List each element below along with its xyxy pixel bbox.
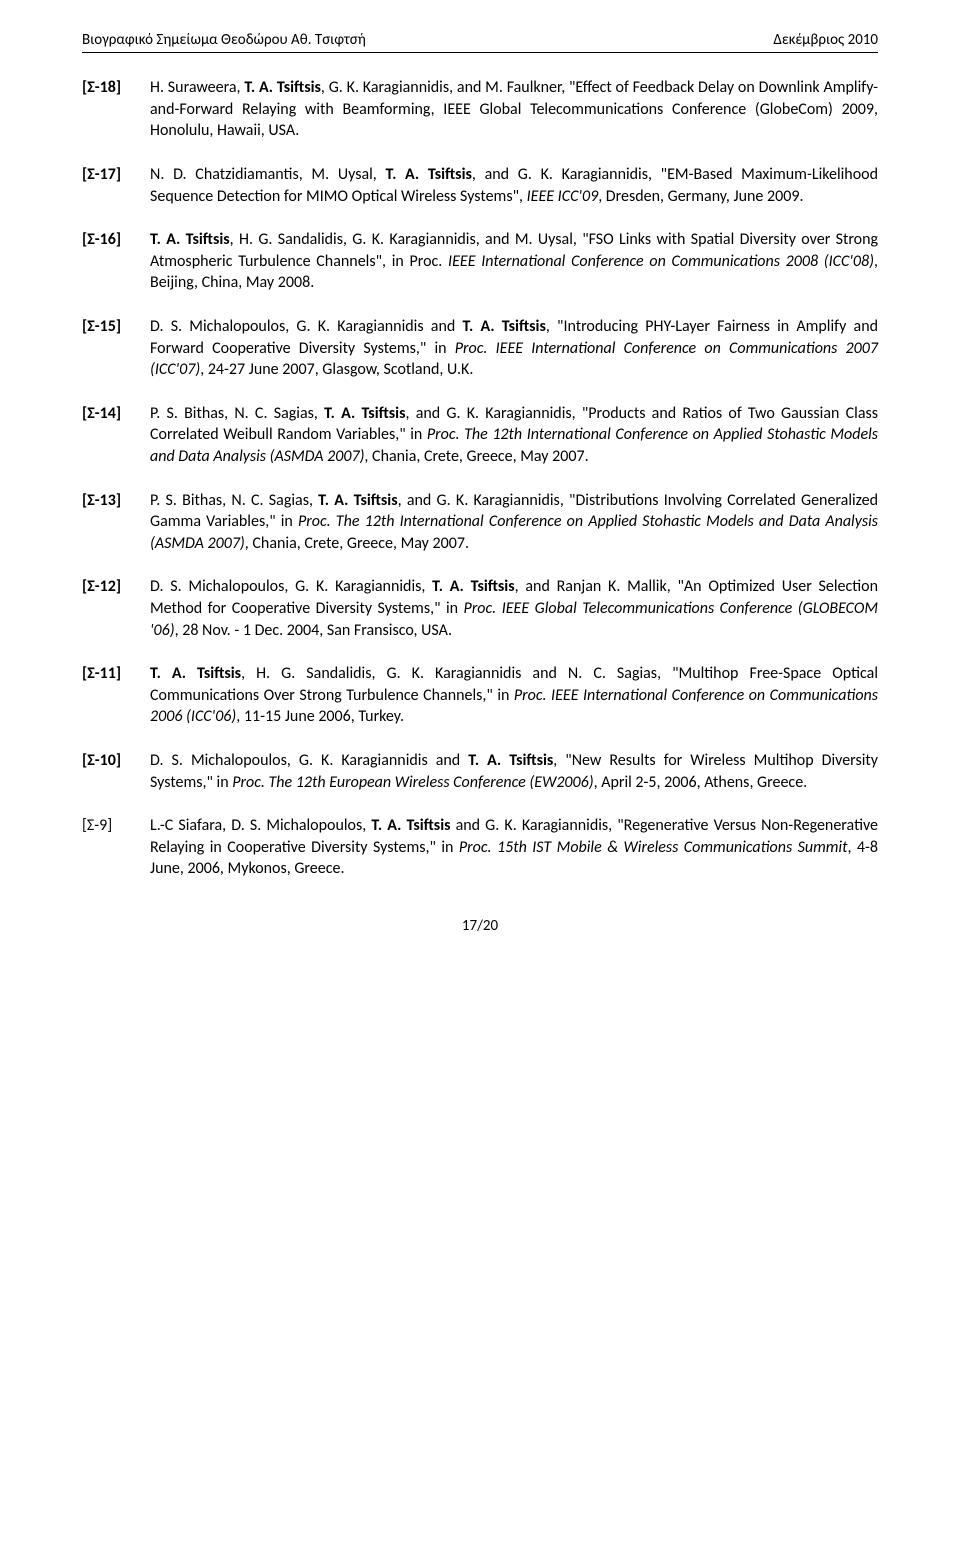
reference-body: D. S. Michalopoulos, G. K. Karagiannidis… [150, 316, 878, 381]
reference-entry: [Σ-14]P. S. Bithas, N. C. Sagias, T. A. … [82, 403, 878, 468]
author-emphasis: T. A. Tsiftsis [468, 751, 553, 770]
reference-key: [Σ-16] [82, 229, 150, 294]
citation-text: L.-C Siafara, D. S. Michalopoulos, [150, 816, 371, 835]
author-emphasis: T. A. Tsiftsis [324, 404, 405, 423]
citation-text: , Chania, Crete, Greece, May 2007. [364, 447, 588, 466]
header-left: Βιογραφικό Σημείωμα Θεοδώρου Αθ. Τσιφτσή [82, 30, 366, 50]
citation-text: P. S. Bithas, N. C. Sagias, [150, 404, 324, 423]
header-rule [82, 52, 878, 53]
citation-text: N. D. Chatzidiamantis, M. Uysal, [150, 165, 385, 184]
citation-text: D. S. Michalopoulos, G. K. Karagiannidis… [150, 317, 462, 336]
reference-key: [Σ-13] [82, 490, 150, 555]
reference-key: [Σ-18] [82, 77, 150, 142]
reference-key: [Σ-11] [82, 663, 150, 728]
reference-body: N. D. Chatzidiamantis, M. Uysal, T. A. T… [150, 164, 878, 207]
citation-text: D. S. Michalopoulos, G. K. Karagiannidis… [150, 751, 468, 770]
author-emphasis: T. A. Tsiftsis [371, 816, 450, 835]
citation-venue: IEEE ICC'09 [527, 187, 599, 206]
author-emphasis: T. A. Tsiftsis [462, 317, 545, 336]
citation-text: , 24-27 June 2007, Glasgow, Scotland, U.… [200, 360, 473, 379]
reference-body: D. S. Michalopoulos, G. K. Karagiannidis… [150, 576, 878, 641]
reference-body: D. S. Michalopoulos, G. K. Karagiannidis… [150, 750, 878, 793]
page-footer: 17/20 [82, 916, 878, 936]
citation-text: , 28 Nov. - 1 Dec. 2004, San Fransisco, … [175, 621, 452, 640]
author-emphasis: T. A. Tsiftsis [432, 577, 515, 596]
reference-key: [Σ-15] [82, 316, 150, 381]
citation-text: P. S. Bithas, N. C. Sagias, [150, 491, 318, 510]
reference-entry: [Σ-18]H. Suraweera, T. A. Tsiftsis, G. K… [82, 77, 878, 142]
reference-entry: [Σ-13]P. S. Bithas, N. C. Sagias, T. A. … [82, 490, 878, 555]
reference-entry: [Σ-15]D. S. Michalopoulos, G. K. Karagia… [82, 316, 878, 381]
citation-text: D. S. Michalopoulos, G. K. Karagiannidis… [150, 577, 432, 596]
citation-text: H. Suraweera, [150, 78, 244, 97]
reference-key: [Σ-12] [82, 576, 150, 641]
header-right: Δεκέμβριος 2010 [773, 30, 878, 50]
citation-venue: Proc. The 12th European Wireless Confere… [232, 773, 593, 792]
reference-entry: [Σ-9]L.-C Siafara, D. S. Michalopoulos, … [82, 815, 878, 880]
author-emphasis: T. A. Tsiftsis [150, 664, 241, 683]
citation-venue: Proc. 15th IST Mobile & Wireless Communi… [459, 838, 848, 857]
reference-body: H. Suraweera, T. A. Tsiftsis, G. K. Kara… [150, 77, 878, 142]
document-page: Βιογραφικό Σημείωμα Θεοδώρου Αθ. Τσιφτσή… [0, 0, 960, 966]
author-emphasis: T. A. Tsiftsis [385, 165, 471, 184]
author-emphasis: T. A. Tsiftsis [318, 491, 397, 510]
reference-key: [Σ-9] [82, 815, 150, 880]
citation-text: , Dresden, Germany, June 2009. [598, 187, 803, 206]
reference-body: T. A. Tsiftsis, H. G. Sandalidis, G. K. … [150, 229, 878, 294]
reference-body: P. S. Bithas, N. C. Sagias, T. A. Tsifts… [150, 403, 878, 468]
reference-key: [Σ-10] [82, 750, 150, 793]
reference-entry: [Σ-12]D. S. Michalopoulos, G. K. Karagia… [82, 576, 878, 641]
author-emphasis: T. A. Tsiftsis [150, 230, 230, 249]
citation-venue: IEEE International Conference on Communi… [448, 252, 874, 271]
reference-body: L.-C Siafara, D. S. Michalopoulos, T. A.… [150, 815, 878, 880]
author-emphasis: T. A. Tsiftsis [244, 78, 321, 97]
reference-entry: [Σ-11]T. A. Tsiftsis, H. G. Sandalidis, … [82, 663, 878, 728]
citation-text: , Chania, Crete, Greece, May 2007. [245, 534, 469, 553]
reference-entry: [Σ-17]N. D. Chatzidiamantis, M. Uysal, T… [82, 164, 878, 207]
citation-text: , April 2-5, 2006, Athens, Greece. [594, 773, 808, 792]
citation-text: , 11-15 June 2006, Turkey. [236, 707, 404, 726]
page-header: Βιογραφικό Σημείωμα Θεοδώρου Αθ. Τσιφτσή… [82, 30, 878, 50]
reference-key: [Σ-17] [82, 164, 150, 207]
reference-entry: [Σ-10]D. S. Michalopoulos, G. K. Karagia… [82, 750, 878, 793]
reference-body: T. A. Tsiftsis, H. G. Sandalidis, G. K. … [150, 663, 878, 728]
reference-entry: [Σ-16]T. A. Tsiftsis, H. G. Sandalidis, … [82, 229, 878, 294]
reference-body: P. S. Bithas, N. C. Sagias, T. A. Tsifts… [150, 490, 878, 555]
reference-list: [Σ-18]H. Suraweera, T. A. Tsiftsis, G. K… [82, 77, 878, 880]
reference-key: [Σ-14] [82, 403, 150, 468]
